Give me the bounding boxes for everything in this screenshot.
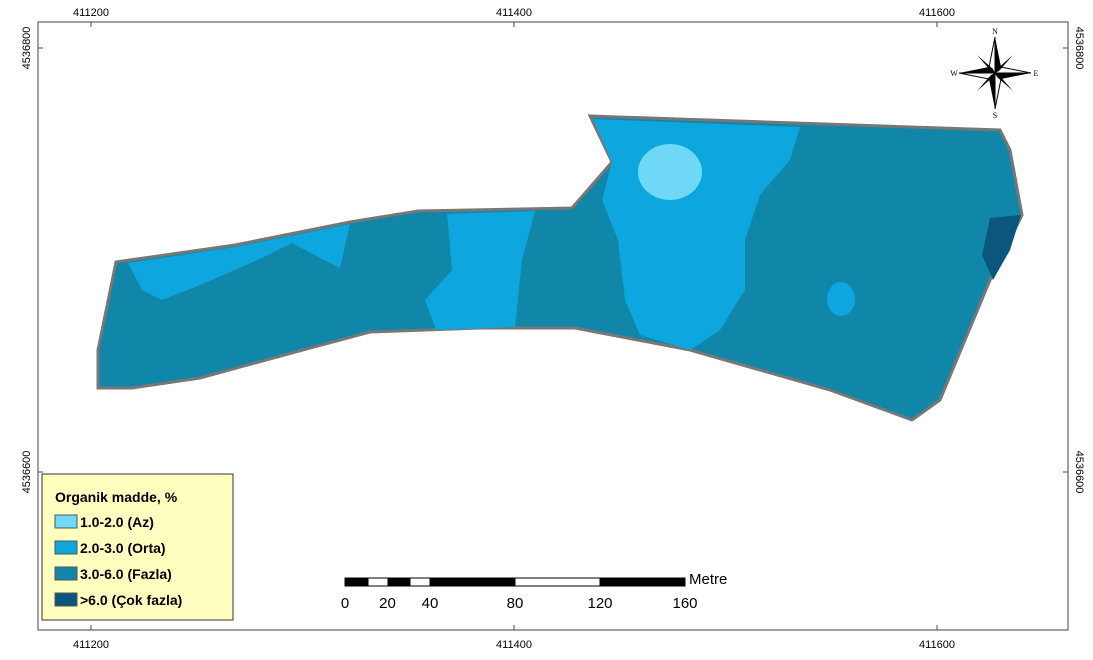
y-coord-label: 4536800 xyxy=(21,27,33,70)
x-coord-label: 411400 xyxy=(496,639,532,651)
scale-label: 160 xyxy=(672,595,697,612)
scale-label: 120 xyxy=(587,595,612,612)
zone-az xyxy=(638,144,702,200)
legend-title: Organik madde, % xyxy=(55,489,178,505)
zone-orta xyxy=(128,224,350,300)
compass: N E S W xyxy=(950,27,1038,120)
legend-label: 1.0-2.0 (Az) xyxy=(80,514,154,530)
scale-unit: Metre xyxy=(689,571,727,588)
legend-swatch xyxy=(54,514,78,529)
x-coord-label: 411200 xyxy=(73,639,109,651)
zone-orta xyxy=(827,282,855,316)
legend-label: 3.0-6.0 (Fazla) xyxy=(80,566,172,582)
compass-w: W xyxy=(950,69,958,78)
legend-swatch xyxy=(54,540,78,555)
x-coord-label: 411600 xyxy=(919,7,955,19)
compass-s: S xyxy=(993,111,997,120)
zone-cok-fazla xyxy=(982,215,1021,280)
y-coord-label: 4536600 xyxy=(21,451,33,494)
compass-e: E xyxy=(1034,69,1039,78)
x-coord-label: 411200 xyxy=(73,7,109,19)
scale-label: 80 xyxy=(507,595,524,612)
scale-label: 40 xyxy=(422,595,439,612)
scale-label: 0 xyxy=(341,595,349,612)
field xyxy=(96,114,1024,422)
zone-fazla xyxy=(96,114,1024,422)
scale-bar xyxy=(344,577,686,587)
zone-orta xyxy=(425,211,535,330)
legend-swatch xyxy=(54,566,78,581)
compass-n: N xyxy=(992,27,998,36)
legend-swatch xyxy=(54,592,78,607)
scale-label: 20 xyxy=(379,595,396,612)
legend-label: 2.0-3.0 (Orta) xyxy=(80,540,166,556)
y-coord-label: 4536600 xyxy=(1073,451,1085,494)
x-coord-label: 411400 xyxy=(496,7,532,19)
x-coord-label: 411600 xyxy=(919,639,955,651)
legend-label: >6.0 (Çok fazla) xyxy=(80,592,182,608)
y-coord-label: 4536800 xyxy=(1073,27,1085,70)
